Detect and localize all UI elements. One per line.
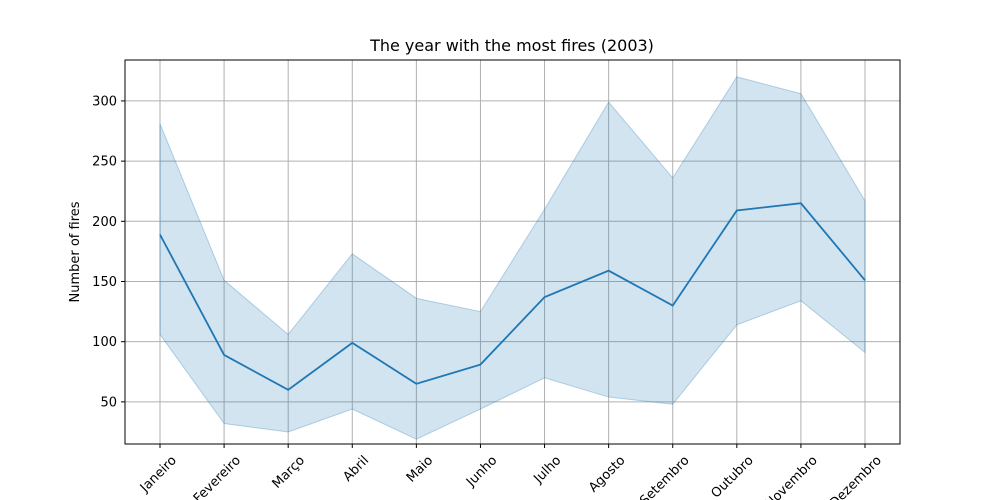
y-axis-label: Number of fires: [68, 201, 83, 302]
x-axis: Janeiro Fevereiro Março Abril Maio Junho Julho…: [137, 444, 885, 500]
y-tick-label: 200: [92, 215, 117, 230]
x-tick-label: Janeiro: [137, 453, 180, 496]
y-axis: 50 100 150 200 250 300: [92, 94, 125, 410]
data-points: [159, 203, 866, 390]
x-tick-label: Maio: [404, 453, 436, 485]
chart-title: The year with the most fires (2003): [369, 36, 654, 55]
plot-area: [124, 59, 901, 445]
y-tick-label: 100: [92, 335, 117, 350]
y-tick-label: 150: [92, 275, 117, 290]
y-tick-label: 250: [92, 155, 117, 170]
x-tick-label: Dezembro: [827, 453, 885, 500]
x-tick-label: Setembro: [637, 453, 692, 500]
x-tick-label: Outubro: [709, 453, 757, 500]
x-tick-label: Julho: [531, 453, 565, 487]
y-tick-label: 50: [100, 395, 117, 410]
series-line: [159, 202, 866, 391]
y-tick-label: 300: [92, 94, 117, 109]
x-tick-label: Março: [270, 453, 308, 491]
x-tick-label: Agosto: [586, 453, 628, 495]
x-tick-label: Fevereiro: [191, 453, 244, 500]
x-tick-label: Novembro: [763, 453, 821, 500]
x-tick-label: Abril: [340, 453, 372, 485]
grid-lines: [125, 60, 900, 444]
x-tick-label: Junho: [463, 453, 500, 490]
confidence-band: [159, 76, 866, 440]
